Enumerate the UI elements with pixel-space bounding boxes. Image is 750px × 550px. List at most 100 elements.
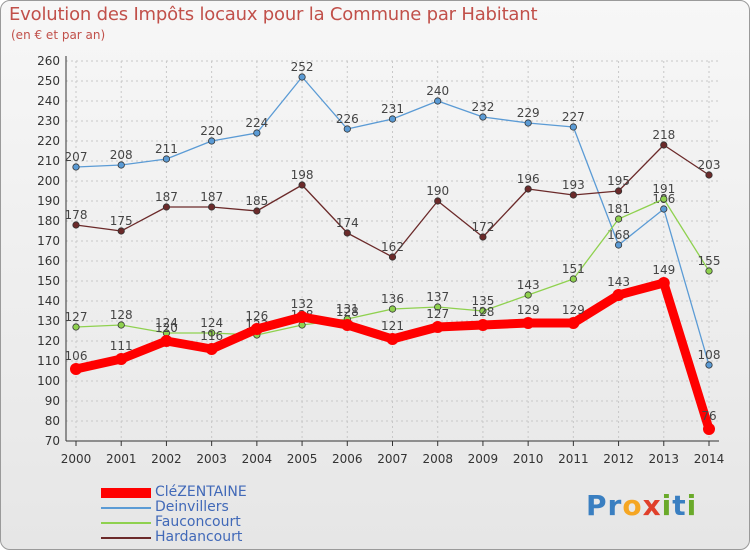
data-point (614, 215, 623, 223)
data-label: 175 (110, 214, 133, 228)
data-label: 229 (517, 106, 540, 120)
data-point (117, 227, 125, 235)
data-point (524, 119, 532, 127)
data-label: 121 (381, 319, 404, 333)
data-label: 196 (517, 172, 540, 186)
data-label: 190 (426, 184, 449, 198)
data-label: 131 (336, 302, 359, 316)
data-point (434, 303, 442, 311)
y-tick-label: 200 (37, 174, 60, 188)
x-tick-label: 2006 (332, 452, 363, 466)
data-point (253, 207, 261, 215)
data-label: 226 (336, 112, 359, 126)
data-label: 136 (381, 292, 404, 306)
y-tick-label: 170 (37, 234, 60, 248)
data-label: 116 (200, 329, 223, 343)
data-point (479, 233, 487, 241)
data-label: 111 (110, 339, 133, 353)
data-label: 181 (607, 202, 630, 216)
data-label: 211 (155, 142, 178, 156)
y-tick-label: 80 (45, 414, 60, 428)
data-point (117, 161, 125, 169)
data-point (208, 203, 216, 211)
data-point (614, 241, 623, 249)
chart-title: Evolution des Impôts locaux pour la Comm… (9, 4, 538, 25)
y-tick-label: 150 (37, 274, 60, 288)
data-label: 191 (652, 182, 675, 196)
x-tick-label: 2005 (287, 452, 318, 466)
data-point (434, 197, 442, 205)
y-tick-label: 190 (37, 194, 60, 208)
data-label: 129 (562, 303, 585, 317)
data-label: 128 (471, 305, 494, 319)
y-tick-label: 220 (37, 134, 60, 148)
logo-letter: t (672, 489, 687, 522)
data-label: 106 (65, 349, 88, 363)
y-tick-label: 110 (37, 354, 60, 368)
data-point (522, 317, 535, 329)
data-point (341, 319, 354, 331)
data-point (569, 123, 577, 131)
y-tick-label: 230 (37, 114, 60, 128)
data-point (298, 73, 306, 81)
y-tick-label: 250 (37, 74, 60, 88)
data-point (253, 129, 261, 137)
data-point (388, 115, 397, 123)
x-tick-label: 2007 (377, 452, 408, 466)
data-label: 129 (517, 303, 540, 317)
data-point (162, 203, 171, 211)
logo-letter: x (642, 489, 662, 522)
data-point (160, 335, 173, 347)
data-point (117, 321, 125, 329)
data-point (705, 171, 713, 179)
data-label: 178 (65, 208, 88, 222)
x-tick-label: 2003 (196, 452, 227, 466)
data-point (205, 343, 218, 355)
data-label: 132 (291, 297, 314, 311)
proxiti-logo: Proxiti (586, 489, 697, 522)
data-point (208, 329, 216, 337)
data-point (614, 187, 623, 195)
data-point (660, 195, 668, 203)
data-point (524, 291, 532, 299)
y-tick-label: 160 (37, 254, 60, 268)
legend-label: Fauconcourt (155, 514, 241, 530)
data-label: 240 (426, 84, 449, 98)
x-tick-label: 2004 (242, 452, 273, 466)
data-label: 128 (336, 305, 359, 319)
legend-swatch (101, 537, 151, 539)
data-point (569, 191, 577, 199)
data-label: 252 (291, 60, 314, 74)
x-tick-label: 2008 (422, 452, 453, 466)
data-label: 227 (562, 110, 585, 124)
data-label: 143 (607, 275, 630, 289)
data-label: 155 (698, 254, 721, 268)
data-point (162, 155, 171, 163)
data-point (434, 97, 442, 105)
data-label: 195 (607, 174, 630, 188)
data-label: 231 (381, 102, 404, 116)
data-point (70, 363, 82, 375)
x-tick-label: 2001 (106, 452, 137, 466)
data-label: 137 (426, 290, 449, 304)
data-label: 193 (562, 178, 585, 192)
legend-swatch (101, 488, 151, 498)
data-point (569, 275, 577, 283)
legend-swatch (101, 522, 151, 524)
y-tick-label: 120 (37, 334, 60, 348)
data-point (703, 423, 715, 435)
data-label: 127 (65, 310, 88, 324)
data-point (657, 277, 670, 289)
x-tick-label: 2011 (558, 452, 589, 466)
data-point (388, 253, 397, 261)
logo-letter: i (661, 489, 673, 522)
x-tick-label: 2000 (61, 452, 92, 466)
x-tick-label: 2012 (603, 452, 634, 466)
logo-letter: r (607, 489, 623, 522)
data-point (388, 305, 397, 313)
data-point (705, 361, 713, 369)
data-label: 124 (200, 316, 223, 330)
data-label: 232 (471, 100, 494, 114)
logo-letter: o (622, 489, 643, 522)
logo-letter: i (686, 489, 698, 522)
